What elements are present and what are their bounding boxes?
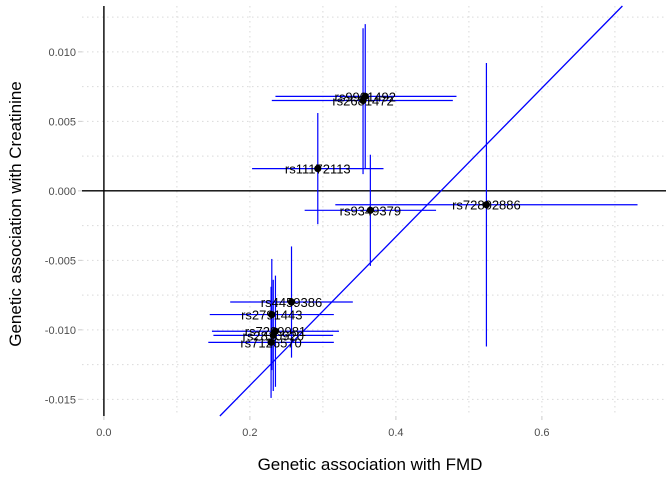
point-label: rs2810920	[243, 328, 304, 343]
point-label: rs11172113	[285, 162, 351, 177]
point-label: rs2791443	[241, 308, 302, 323]
point-label: rs7299981	[245, 324, 306, 339]
x-tick-label: 0.2	[242, 427, 257, 439]
axes: 0.0 0.2 0.4 0.6 -0.015 -0.010 -0.005 0.000 0.005…	[45, 47, 550, 439]
y-tick-label: -0.010	[45, 325, 76, 337]
y-tick-label: -0.015	[45, 394, 76, 406]
reference-lines	[82, 6, 666, 416]
regression-line	[219, 5, 623, 417]
y-tick-label: 0.010	[48, 47, 76, 59]
data-point	[359, 96, 367, 105]
data-point	[482, 201, 491, 209]
data-point	[287, 298, 296, 306]
point-label: rs9901492	[335, 89, 396, 104]
point-label: rs72802886	[452, 198, 521, 213]
x-tick-label: 0.0	[96, 427, 111, 439]
data-points	[267, 92, 491, 346]
point-label: rs4459386	[261, 295, 322, 310]
x-tick-label: 0.4	[388, 427, 403, 439]
x-tick-label: 0.6	[534, 427, 549, 439]
point-label: rs9349379	[340, 203, 401, 218]
data-point	[268, 310, 276, 319]
y-axis-title: Genetic association with Creatinine	[6, 81, 25, 347]
y-tick-label: -0.005	[45, 255, 76, 267]
fit-line-group	[219, 5, 623, 417]
point-label: rs7126570	[240, 335, 301, 350]
y-tick-label: 0.000	[48, 186, 76, 198]
y-tick-label: 0.005	[48, 116, 76, 128]
data-point	[314, 165, 322, 173]
data-point	[366, 206, 374, 214]
x-axis-title: Genetic association with FMD	[258, 455, 483, 474]
data-point	[267, 338, 275, 346]
point-label: rs2681472	[332, 94, 393, 109]
data-point	[269, 331, 277, 339]
